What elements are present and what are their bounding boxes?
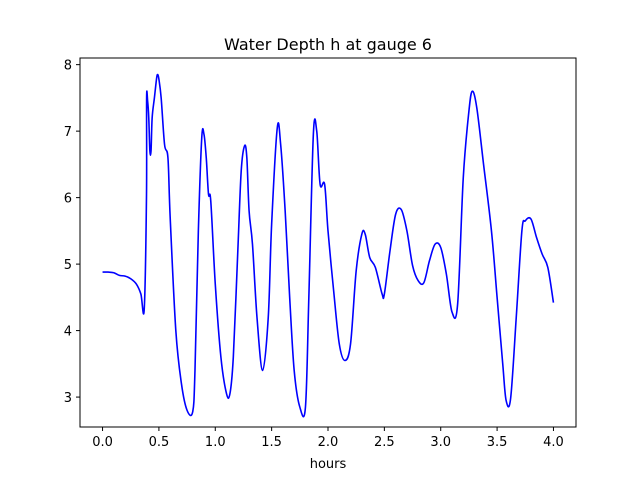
plot-frame [79,57,577,428]
x-tick-label: 1.5 [261,435,282,450]
x-tick-label: 0.5 [149,435,170,450]
y-tick-label: 7 [64,125,72,140]
x-tick-label: 4.0 [543,435,564,450]
y-tick-label: 6 [64,192,72,207]
x-tick-label: 1.0 [205,435,226,450]
x-tick-label: 3.5 [487,435,508,450]
x-tick-label: 2.5 [374,435,395,450]
x-tick-label: 2.0 [318,435,339,450]
x-tick-label: 3.0 [430,435,451,450]
chart-title: Water Depth h at gauge 6 [224,35,432,54]
y-tick-label: 3 [64,391,72,406]
series-line [102,73,555,418]
y-tick-label: 5 [64,258,72,273]
x-tick-label: 0.0 [92,435,113,450]
x-axis-label: hours [310,457,347,472]
y-axis-ticks: 3 4 5 6 7 8 [64,59,80,406]
y-tick-label: 8 [64,59,72,74]
plot-layer [102,73,555,418]
y-tick-label: 4 [64,325,72,340]
x-axis-ticks: 0.0 0.5 1.0 1.5 2.0 2.5 3.0 3.5 4.0 [92,427,564,450]
